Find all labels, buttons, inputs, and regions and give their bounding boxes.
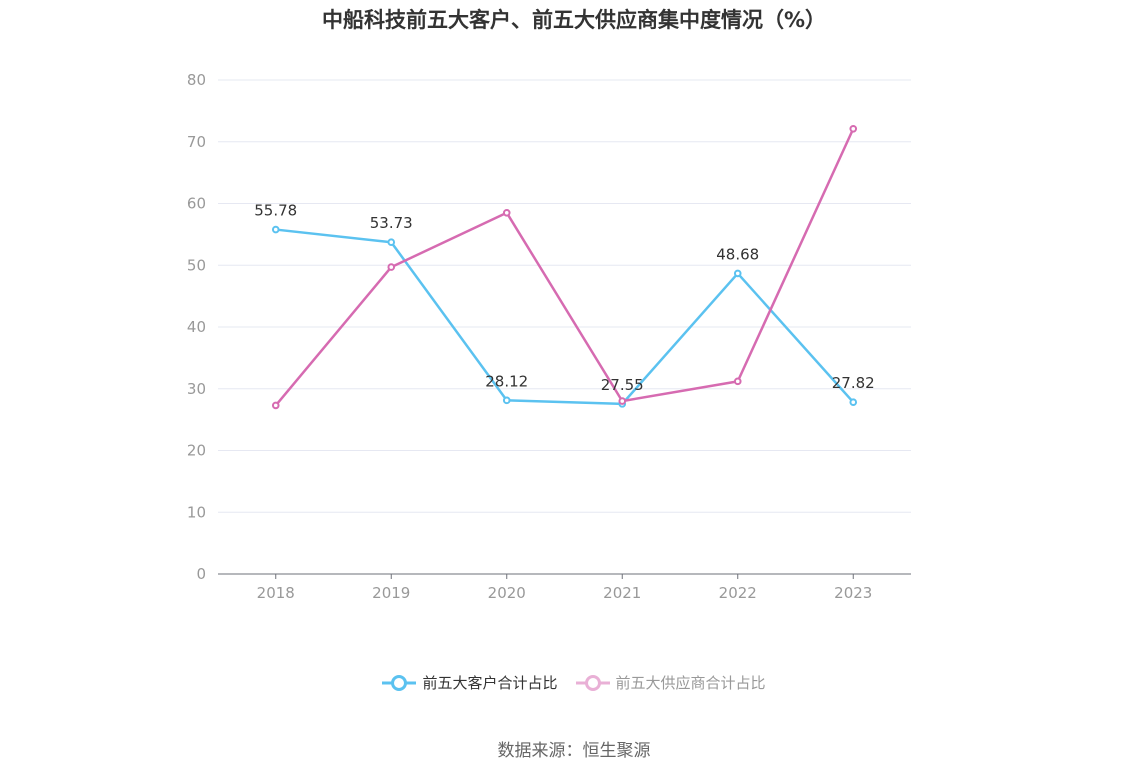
- line-chart: 0 10 20 30 40 50 60 70 80 2018 2019 2020 2021 2022 202…: [187, 71, 911, 602]
- data-label: 27.82: [832, 374, 875, 392]
- data-point: [387, 238, 396, 247]
- data-labels: 55.78 53.73 28.12 27.55 48.68 27.82: [254, 202, 874, 394]
- data-point: [849, 398, 858, 407]
- x-tick-label: 2022: [719, 584, 757, 602]
- data-label: 53.73: [370, 214, 413, 232]
- legend-item-customers[interactable]: 前五大客户合计占比: [382, 672, 558, 693]
- series-line-0: [275, 228, 855, 406]
- data-point: [849, 124, 858, 133]
- x-tick-label: 2021: [603, 584, 641, 602]
- data-source: 数据来源：恒生聚源: [497, 741, 651, 761]
- data-label: 48.68: [716, 245, 759, 263]
- data-point: [733, 269, 742, 278]
- y-tick-label: 60: [187, 195, 206, 213]
- grid-lines: [218, 79, 911, 513]
- y-tick-label: 80: [187, 71, 206, 89]
- y-tick-label: 20: [187, 442, 206, 460]
- data-point: [618, 397, 627, 405]
- axes: 0 10 20 30 40 50 60 70 80 2018 2019 2020 2021 2022 202…: [187, 71, 911, 602]
- data-label: 27.55: [601, 376, 644, 394]
- data-label: 55.78: [254, 202, 297, 220]
- legend-marker-suppliers: [575, 674, 610, 691]
- series-line-1: [274, 128, 855, 407]
- data-point: [733, 377, 742, 386]
- data-point: [502, 396, 511, 405]
- legend-label-customers: 前五大客户合计占比: [422, 674, 558, 692]
- y-tick-label: 30: [187, 380, 206, 398]
- data-point: [271, 401, 280, 410]
- x-tick-label: 2023: [834, 584, 872, 602]
- x-tick-label: 2018: [257, 584, 295, 602]
- y-tick-label: 40: [187, 318, 206, 336]
- chart-title: 中船科技前五大客户、前五大供应商集中度情况（%）: [321, 8, 827, 32]
- series-lines: [271, 124, 858, 410]
- y-tick-label: 50: [187, 256, 206, 274]
- y-tick-label: 10: [187, 503, 206, 521]
- data-point: [387, 263, 396, 271]
- y-tick-label: 70: [187, 133, 206, 151]
- legend-marker-customers: [382, 674, 417, 691]
- legend-item-suppliers[interactable]: 前五大供应商合计占比: [575, 672, 766, 693]
- data-point: [271, 225, 280, 234]
- x-tick-label: 2019: [372, 584, 410, 602]
- legend: 前五大客户合计占比 前五大供应商合计占比: [0, 672, 1148, 693]
- data-label: 28.12: [485, 372, 528, 390]
- y-tick-label: 0: [196, 565, 206, 583]
- legend-label-suppliers: 前五大供应商合计占比: [615, 674, 766, 692]
- data-point: [502, 208, 511, 217]
- x-tick-label: 2020: [488, 584, 526, 602]
